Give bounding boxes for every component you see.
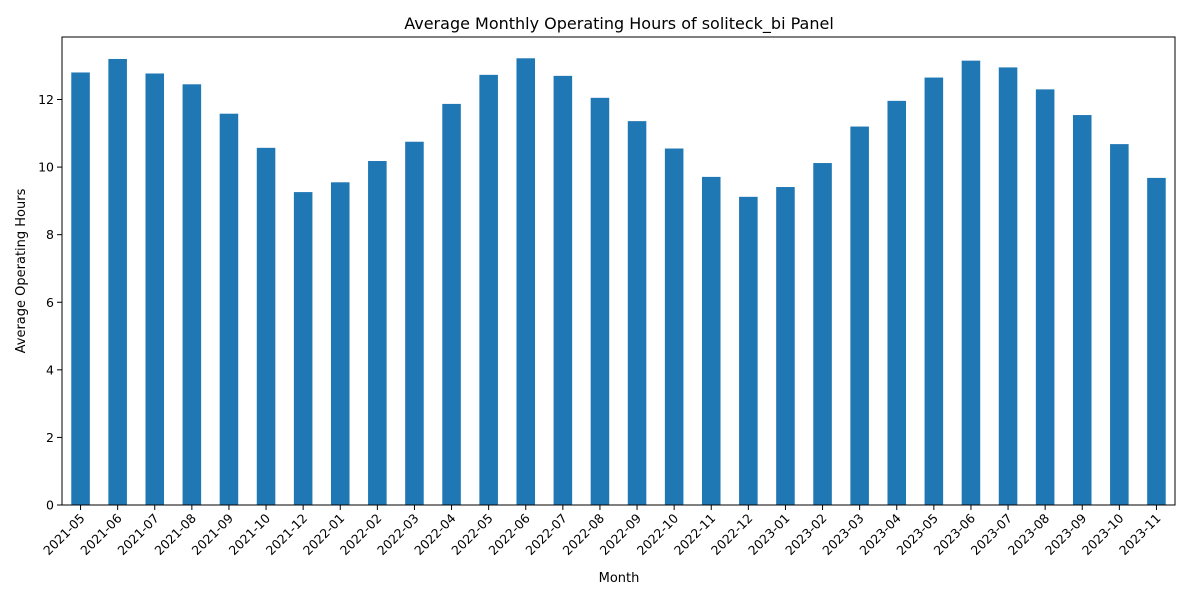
bar-2023-08 (1035, 89, 1055, 505)
y-tick-label: 8 (46, 227, 54, 242)
bar-2021-08 (182, 84, 202, 506)
bar-2021-05 (71, 72, 90, 506)
bar-2023-11 (1147, 177, 1166, 505)
y-tick-label: 6 (46, 295, 54, 310)
y-axis-ticks: 0 2 4 6 8 10 12 (38, 92, 62, 513)
plot-frame (61, 36, 1176, 506)
bar-2023-06 (961, 60, 981, 505)
bar-2023-02 (813, 163, 832, 505)
bar-2021-07 (145, 73, 165, 505)
bar-2022-11 (701, 176, 721, 506)
x-tick-label: 2023-11 (1116, 511, 1164, 559)
bar-2021-06 (108, 58, 127, 505)
bar-2022-01 (330, 182, 350, 506)
chart-title: Average Monthly Operating Hours of solit… (404, 14, 834, 34)
bar-2022-07 (553, 75, 573, 506)
bar-2022-12 (739, 196, 758, 506)
bar-2023-09 (1072, 115, 1092, 505)
bar-2022-04 (442, 103, 461, 505)
bar-2023-05 (924, 77, 944, 505)
y-tick-label: 10 (38, 160, 54, 175)
y-axis-label: Average Operating Hours (14, 188, 29, 353)
bar-2023-10 (1110, 144, 1129, 505)
y-tick-label: 0 (46, 498, 54, 513)
bar-2023-03 (850, 126, 869, 505)
bar-2022-08 (590, 97, 610, 505)
bar-2023-01 (776, 187, 795, 505)
bar-2022-10 (664, 148, 684, 505)
bar-2022-09 (627, 121, 647, 506)
y-tick-label: 12 (38, 92, 54, 107)
bar-2023-04 (887, 100, 907, 505)
y-tick-label: 4 (46, 362, 54, 377)
bar-2022-05 (479, 74, 498, 505)
x-axis-label: Month (599, 571, 640, 586)
bar-2023-07 (998, 67, 1018, 505)
x-axis-ticks: 2021-052021-062021-072021-082021-092021-… (40, 505, 1164, 559)
bar-2022-03 (405, 141, 424, 505)
y-tick-label: 2 (46, 430, 54, 445)
bars-group (71, 58, 1166, 506)
bar-2022-02 (368, 161, 387, 506)
bar-2022-06 (516, 58, 536, 505)
bar-2021-09 (219, 113, 239, 505)
bar-2021-10 (256, 147, 276, 506)
bar-2021-12 (293, 192, 313, 505)
